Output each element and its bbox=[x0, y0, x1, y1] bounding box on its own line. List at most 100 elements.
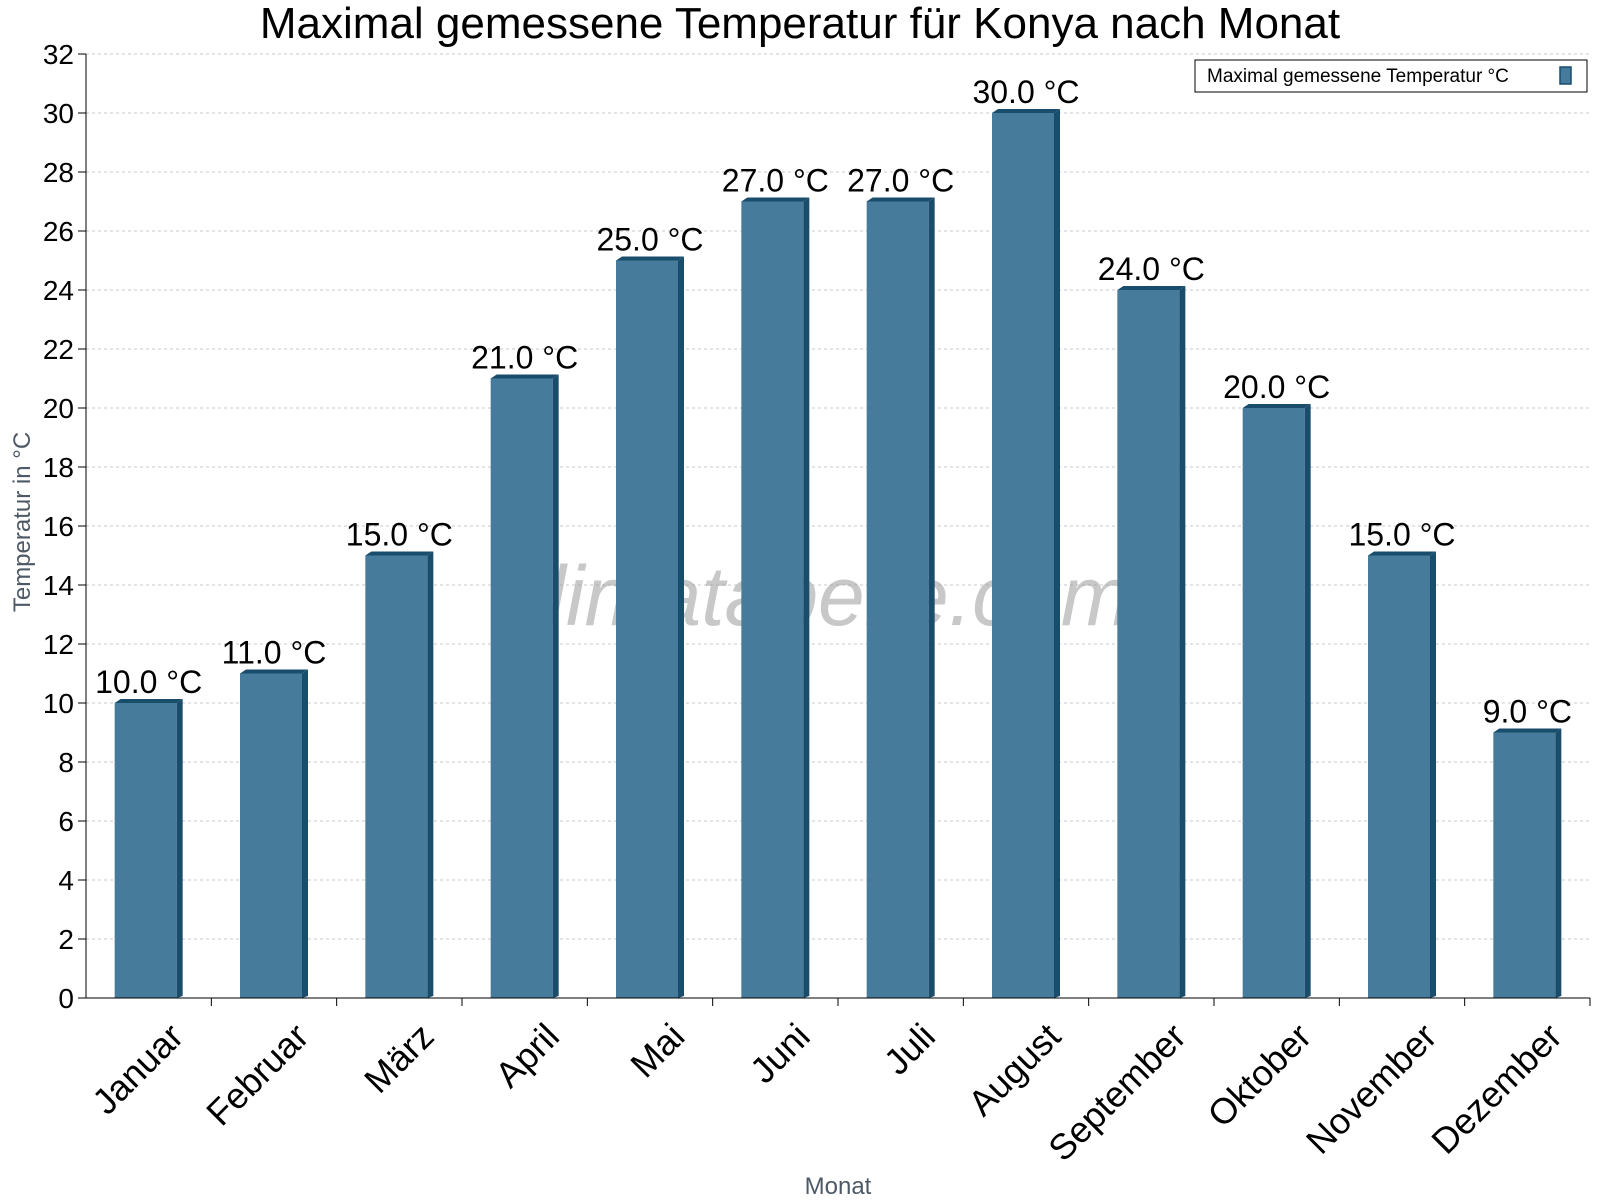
bar-face bbox=[741, 201, 804, 998]
bar-top bbox=[240, 669, 308, 674]
x-tick-label: April bbox=[487, 1015, 567, 1095]
bar-side bbox=[928, 197, 935, 998]
x-tick-label: September bbox=[1040, 1015, 1194, 1169]
bar bbox=[1493, 728, 1562, 998]
bar-face bbox=[1493, 732, 1556, 998]
data-label: 27.0 °C bbox=[722, 163, 829, 199]
bar bbox=[1117, 286, 1186, 998]
bar-face bbox=[114, 703, 177, 998]
data-label: 15.0 °C bbox=[346, 517, 453, 553]
bar-side bbox=[1054, 109, 1060, 998]
bar bbox=[992, 109, 1060, 998]
x-tick-label: Februar bbox=[198, 1015, 316, 1133]
data-label: 10.0 °C bbox=[95, 664, 202, 700]
x-tick-label: Dezember bbox=[1423, 1015, 1569, 1161]
bar bbox=[1242, 404, 1311, 998]
bar-side bbox=[176, 699, 183, 998]
value-labels: 10.0 °C 11.0 °C 15.0 °C 21.0 °C 25.0 °C 27.0 … bbox=[95, 74, 1572, 730]
y-tick-label: 0 bbox=[58, 983, 74, 1014]
y-axis-label: Temperatur in °C bbox=[9, 432, 36, 612]
bar-top bbox=[490, 374, 559, 379]
bar-side bbox=[552, 374, 559, 998]
bar-side bbox=[1555, 728, 1562, 998]
data-label: 15.0 °C bbox=[1348, 517, 1455, 553]
bar-face bbox=[1368, 555, 1430, 998]
bar-side bbox=[1179, 286, 1186, 998]
bar-face bbox=[1242, 408, 1305, 998]
bar-top bbox=[1493, 728, 1562, 733]
y-tick-label: 16 bbox=[43, 511, 74, 542]
y-tick-label: 2 bbox=[58, 924, 74, 955]
bar-face bbox=[240, 673, 302, 998]
y-tick-label: 26 bbox=[43, 216, 74, 247]
bar-top bbox=[1368, 551, 1436, 556]
bar bbox=[114, 699, 183, 998]
data-label: 24.0 °C bbox=[1098, 251, 1205, 287]
bars bbox=[114, 109, 1562, 998]
bar-side bbox=[1430, 551, 1436, 998]
y-tick-label: 18 bbox=[43, 452, 74, 483]
y-tick-label: 4 bbox=[58, 865, 74, 896]
bar-top bbox=[616, 256, 684, 261]
legend-box bbox=[1194, 59, 1588, 93]
bar bbox=[490, 374, 559, 998]
x-axis-label: Monat bbox=[805, 1173, 872, 1200]
bar-face bbox=[992, 113, 1054, 998]
y-tick-label: 8 bbox=[58, 747, 74, 778]
bar-face bbox=[616, 260, 678, 998]
data-label: 25.0 °C bbox=[596, 222, 703, 258]
x-tick-label: Juli bbox=[876, 1015, 943, 1082]
bar bbox=[365, 551, 434, 998]
y-tick-label: 10 bbox=[43, 688, 74, 719]
data-label: 30.0 °C bbox=[972, 74, 1079, 110]
bar-face bbox=[1117, 290, 1180, 998]
bar-face bbox=[490, 378, 553, 998]
x-tick-label: Juni bbox=[742, 1015, 818, 1091]
legend-swatch bbox=[1559, 66, 1572, 85]
y-tick-label: 30 bbox=[43, 98, 74, 129]
data-label: 11.0 °C bbox=[222, 635, 327, 671]
y-tick-label: 12 bbox=[43, 629, 74, 660]
bar-face bbox=[866, 201, 929, 998]
x-tick-label: August bbox=[960, 1015, 1068, 1123]
bar-face bbox=[365, 555, 428, 998]
grid-lines bbox=[86, 53, 1590, 940]
y-tick-label: 20 bbox=[43, 393, 74, 424]
data-label: 21.0 °C bbox=[471, 340, 578, 376]
data-label: 9.0 °C bbox=[1483, 694, 1572, 730]
bar-side bbox=[1304, 404, 1311, 998]
y-tick-label: 22 bbox=[43, 334, 74, 365]
bar-top bbox=[1117, 286, 1186, 290]
bar bbox=[240, 669, 308, 998]
bar-top bbox=[741, 197, 810, 202]
bar-top bbox=[866, 197, 935, 202]
bar bbox=[1368, 551, 1436, 998]
x-tick-label: November bbox=[1298, 1015, 1444, 1161]
bar-side bbox=[678, 256, 684, 998]
bar-side bbox=[803, 197, 810, 998]
bar-top bbox=[365, 551, 434, 556]
x-tick-label: Oktober bbox=[1199, 1015, 1319, 1135]
bar bbox=[866, 197, 935, 998]
legend-label: Maximal gemessene Temperatur °C bbox=[1207, 66, 1509, 87]
bar bbox=[616, 256, 684, 998]
bar-top bbox=[992, 109, 1060, 113]
chart-title: Maximal gemessene Temperatur für Konya n… bbox=[260, 0, 1340, 48]
y-tick-label: 24 bbox=[43, 275, 74, 306]
bar-top bbox=[114, 699, 183, 703]
data-label: 20.0 °C bbox=[1223, 369, 1330, 405]
y-tick-label: 6 bbox=[58, 806, 74, 837]
y-tick-label: 14 bbox=[43, 570, 74, 601]
bar-side bbox=[427, 551, 434, 998]
y-tick-label: 32 bbox=[43, 39, 74, 70]
x-tick-label: Mai bbox=[622, 1015, 692, 1085]
bar bbox=[741, 197, 810, 998]
x-tick-label: März bbox=[356, 1015, 442, 1101]
bar-side bbox=[302, 669, 308, 998]
legend: Maximal gemessene Temperatur °C bbox=[1194, 59, 1588, 93]
x-tick-label: Januar bbox=[84, 1015, 191, 1122]
data-label: 27.0 °C bbox=[847, 163, 954, 199]
bar-top bbox=[1242, 404, 1311, 408]
y-tick-label: 28 bbox=[43, 157, 74, 188]
